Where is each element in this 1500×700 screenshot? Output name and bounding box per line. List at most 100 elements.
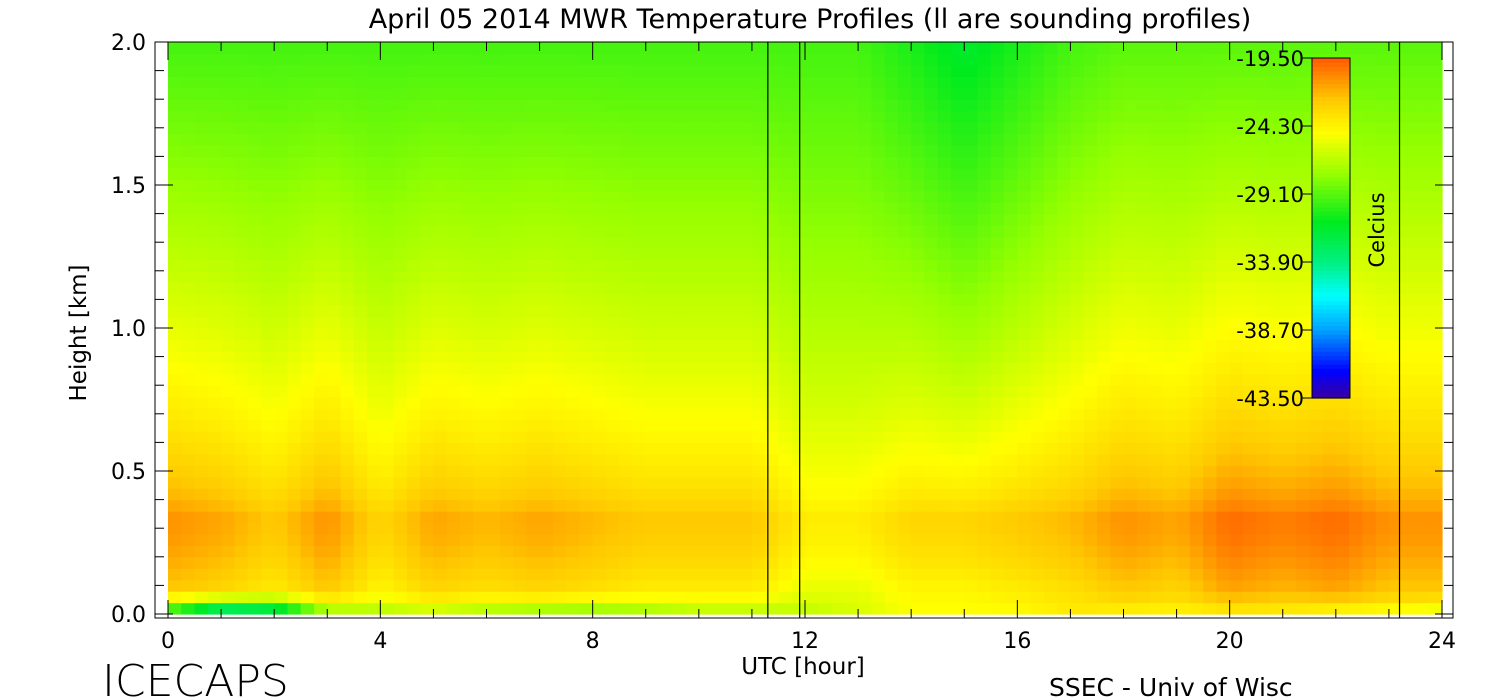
heatmap-cell xyxy=(486,499,501,512)
heatmap-cell xyxy=(1362,179,1377,192)
heatmap-cell xyxy=(897,350,912,363)
heatmap-cell xyxy=(712,408,726,421)
heatmap-cell xyxy=(964,408,979,421)
heatmap-cell xyxy=(1415,225,1430,238)
heatmap-cell xyxy=(1163,236,1178,249)
heatmap-cell xyxy=(751,282,766,295)
heatmap-cell xyxy=(526,110,541,123)
heatmap-cell xyxy=(1375,511,1390,524)
heatmap-cell xyxy=(181,373,196,386)
heatmap-cell xyxy=(1030,247,1045,260)
heatmap-cell xyxy=(871,122,886,135)
heatmap-cell xyxy=(566,499,580,512)
heatmap-cell xyxy=(513,522,527,535)
heatmap-cell xyxy=(420,76,435,89)
heatmap-cell xyxy=(459,213,474,226)
heatmap-cell xyxy=(168,362,182,375)
heatmap-cell xyxy=(1216,156,1231,169)
heatmap-cell xyxy=(579,556,594,569)
heatmap-cell xyxy=(1030,522,1045,535)
heatmap-cell xyxy=(1057,419,1072,432)
heatmap-cell xyxy=(778,488,793,501)
heatmap-cell xyxy=(168,122,182,135)
heatmap-cell xyxy=(406,156,421,169)
heatmap-cell xyxy=(1163,556,1178,569)
heatmap-cell xyxy=(1375,64,1390,77)
heatmap-cell xyxy=(1256,179,1271,192)
heatmap-cell xyxy=(433,144,448,157)
heatmap-cell xyxy=(473,488,488,501)
heatmap-cell xyxy=(977,270,992,283)
heatmap-cell xyxy=(526,282,541,295)
heatmap-cell xyxy=(406,362,421,375)
heatmap-cell xyxy=(260,396,275,409)
heatmap-cell xyxy=(964,556,979,569)
heatmap-cell xyxy=(221,282,235,295)
heatmap-cell xyxy=(632,225,647,238)
heatmap-cell xyxy=(1017,579,1032,592)
heatmap-cell xyxy=(818,236,833,249)
heatmap-cell xyxy=(1110,476,1125,489)
heatmap-cell xyxy=(486,213,501,226)
heatmap-cell xyxy=(592,328,607,341)
heatmap-cell xyxy=(1269,202,1284,215)
heatmap-cell xyxy=(645,476,660,489)
heatmap-cell xyxy=(1415,42,1430,55)
heatmap-cell xyxy=(1030,488,1045,501)
heatmap-cell xyxy=(566,488,580,501)
heatmap-cell xyxy=(950,579,965,592)
heatmap-cell xyxy=(950,396,965,409)
heatmap-cell xyxy=(513,42,527,55)
heatmap-cell xyxy=(234,122,249,135)
colorbar-segment xyxy=(1312,206,1350,212)
heatmap-cell xyxy=(353,190,368,203)
heatmap-cell xyxy=(340,419,355,432)
heatmap-cell xyxy=(459,259,474,272)
heatmap-cell xyxy=(1030,556,1045,569)
heatmap-cell xyxy=(287,591,302,604)
heatmap-cell xyxy=(1096,591,1111,604)
heatmap-cell xyxy=(884,190,899,203)
heatmap-cell xyxy=(1203,87,1217,100)
heatmap-cell xyxy=(1322,465,1337,478)
heatmap-cell xyxy=(247,533,262,546)
heatmap-cell xyxy=(1203,579,1217,592)
colorbar-segment xyxy=(1312,70,1350,76)
heatmap-cell xyxy=(1083,213,1098,226)
heatmap-cell xyxy=(313,350,328,363)
heatmap-cell xyxy=(1375,144,1390,157)
heatmap-cell xyxy=(1004,350,1018,363)
heatmap-cell xyxy=(950,282,965,295)
colorbar-segment xyxy=(1312,58,1350,63)
heatmap-cell xyxy=(924,339,939,352)
heatmap-cell xyxy=(539,465,554,478)
heatmap-cell xyxy=(168,602,182,615)
heatmap-cell xyxy=(473,305,488,318)
heatmap-cell xyxy=(1349,144,1363,157)
heatmap-cell xyxy=(260,202,275,215)
heatmap-cell xyxy=(884,328,899,341)
heatmap-cell xyxy=(738,190,753,203)
heatmap-cell xyxy=(1176,167,1191,180)
heatmap-cell xyxy=(539,179,554,192)
heatmap-cell xyxy=(552,568,567,581)
heatmap-cell xyxy=(1256,316,1271,329)
heatmap-cell xyxy=(446,430,461,443)
heatmap-cell xyxy=(566,76,580,89)
heatmap-cell xyxy=(367,442,381,455)
heatmap-cell xyxy=(725,568,740,581)
heatmap-cell xyxy=(486,408,501,421)
heatmap-cell xyxy=(579,442,594,455)
heatmap-cell xyxy=(1096,42,1111,55)
heatmap-cell xyxy=(964,316,979,329)
heatmap-cell xyxy=(207,373,222,386)
heatmap-cell xyxy=(526,511,541,524)
heatmap-cell xyxy=(459,156,474,169)
heatmap-cell xyxy=(194,465,209,478)
heatmap-cell xyxy=(446,533,461,546)
heatmap-cell xyxy=(274,350,289,363)
heatmap-cell xyxy=(234,430,249,443)
heatmap-cell xyxy=(552,110,567,123)
heatmap-cell xyxy=(287,42,302,55)
heatmap-cell xyxy=(619,167,634,180)
